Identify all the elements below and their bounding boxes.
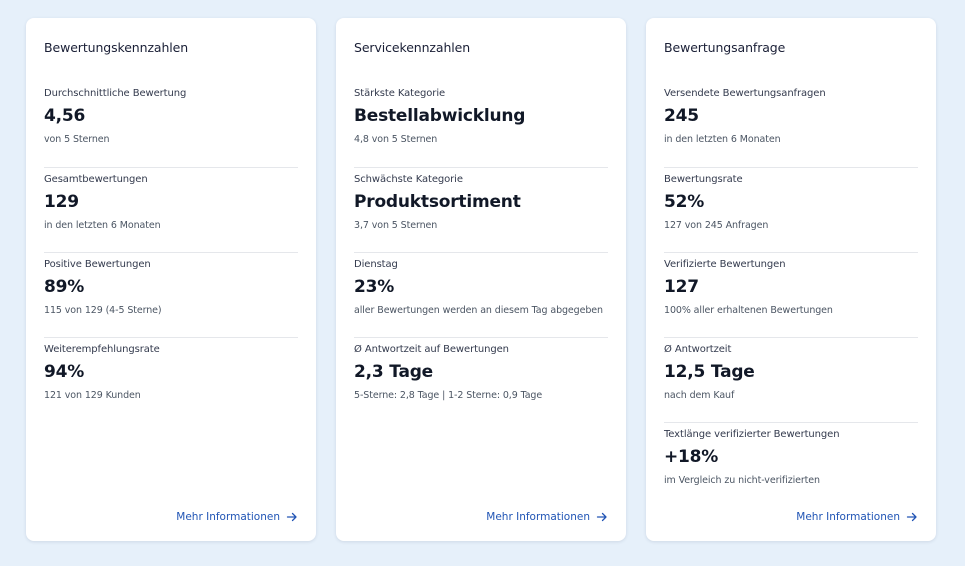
card-title: Servicekennzahlen (354, 40, 471, 55)
metric-label: Bewertungsrate (664, 174, 743, 185)
card-rating-metrics: Bewertungskennzahlen Durchschnittliche B… (26, 18, 316, 541)
metric-subtext: nach dem Kauf (664, 390, 735, 401)
metric-subtext: 3,7 von 5 Sternen (354, 220, 438, 231)
metric-positive-reviews: Positive Bewertungen 89% 115 von 129 (4-… (44, 252, 298, 337)
metric-subtext: in den letzten 6 Monaten (664, 134, 781, 145)
metric-recommendation-rate: Weiterempfehlungsrate 94% 121 von 129 Ku… (44, 337, 298, 422)
metric-label: Dienstag (354, 259, 398, 270)
metric-label: Stärkste Kategorie (354, 88, 446, 99)
metric-label: Weiterempfehlungsrate (44, 344, 160, 355)
more-info-link[interactable]: Mehr Informationen (486, 511, 608, 523)
metric-value: +18% (664, 447, 719, 467)
metric-value: 127 (664, 277, 699, 297)
card-service-metrics: Servicekennzahlen Stärkste Kategorie Bes… (336, 18, 626, 541)
metric-subtext: 121 von 129 Kunden (44, 390, 141, 401)
metric-weakest-category: Schwächste Kategorie Produktsortiment 3,… (354, 167, 608, 252)
card-review-request: Bewertungsanfrage Versendete Bewertungsa… (646, 18, 936, 541)
metric-label: Durchschnittliche Bewertung (44, 88, 187, 99)
more-info-link[interactable]: Mehr Informationen (176, 511, 298, 523)
metric-value: 52% (664, 192, 705, 212)
metric-label: Schwächste Kategorie (354, 174, 463, 185)
more-info-label: Mehr Informationen (796, 511, 900, 523)
metric-list: Durchschnittliche Bewertung 4,56 von 5 S… (44, 66, 298, 422)
metric-subtext: 4,8 von 5 Sternen (354, 134, 438, 145)
metric-value: Bestellabwicklung (354, 106, 526, 126)
metric-value: 245 (664, 106, 699, 126)
metric-subtext: von 5 Sternen (44, 134, 110, 145)
metric-average-rating: Durchschnittliche Bewertung 4,56 von 5 S… (44, 82, 298, 167)
metric-label: Ø Antwortzeit (664, 344, 732, 355)
metric-review-rate: Bewertungsrate 52% 127 von 245 Anfragen (664, 167, 918, 252)
card-title: Bewertungskennzahlen (44, 40, 189, 55)
metric-strongest-category: Stärkste Kategorie Bestellabwicklung 4,8… (354, 82, 608, 167)
metric-subtext: aller Bewertungen werden an diesem Tag a… (354, 305, 603, 316)
metric-value: 23% (354, 277, 395, 297)
more-info-link[interactable]: Mehr Informationen (796, 511, 918, 523)
arrow-right-icon (596, 512, 607, 522)
metric-label: Verifizierte Bewertungen (664, 259, 786, 270)
metric-value: Produktsortiment (354, 192, 521, 212)
metric-verified-reviews: Verifizierte Bewertungen 127 100% aller … (664, 252, 918, 337)
metric-text-length: Textlänge verifizierter Bewertungen +18%… (664, 422, 918, 507)
metric-label: Ø Antwortzeit auf Bewertungen (354, 344, 509, 355)
more-info-label: Mehr Informationen (486, 511, 590, 523)
metric-value: 94% (44, 362, 85, 382)
metric-list: Versendete Bewertungsanfragen 245 in den… (664, 66, 918, 507)
metric-label: Versendete Bewertungsanfragen (664, 88, 826, 99)
metric-label: Positive Bewertungen (44, 259, 151, 270)
metric-subtext: 127 von 245 Anfragen (664, 220, 769, 231)
metric-label: Gesamtbewertungen (44, 174, 148, 185)
metric-value: 89% (44, 277, 85, 297)
metric-subtext: 100% aller erhaltenen Bewertungen (664, 305, 833, 316)
metric-subtext: in den letzten 6 Monaten (44, 220, 161, 231)
card-title: Bewertungsanfrage (664, 40, 786, 55)
more-info-label: Mehr Informationen (176, 511, 280, 523)
metric-value: 2,3 Tage (354, 362, 434, 382)
metric-subtext: 115 von 129 (4-5 Sterne) (44, 305, 162, 316)
metric-busiest-day: Dienstag 23% aller Bewertungen werden an… (354, 252, 608, 337)
arrow-right-icon (286, 512, 297, 522)
metric-total-reviews: Gesamtbewertungen 129 in den letzten 6 M… (44, 167, 298, 252)
metric-response-time: Ø Antwortzeit auf Bewertungen 2,3 Tage 5… (354, 337, 608, 422)
metric-value: 129 (44, 192, 79, 212)
arrow-right-icon (906, 512, 917, 522)
metric-list: Stärkste Kategorie Bestellabwicklung 4,8… (354, 66, 608, 422)
metric-value: 4,56 (44, 106, 86, 126)
metric-subtext: im Vergleich zu nicht-verifizierten (664, 475, 820, 486)
metric-value: 12,5 Tage (664, 362, 755, 382)
metric-subtext: 5-Sterne: 2,8 Tage | 1-2 Sterne: 0,9 Tag… (354, 390, 543, 401)
metric-sent-requests: Versendete Bewertungsanfragen 245 in den… (664, 82, 918, 167)
metric-label: Textlänge verifizierter Bewertungen (664, 429, 840, 440)
metric-response-time: Ø Antwortzeit 12,5 Tage nach dem Kauf (664, 337, 918, 422)
